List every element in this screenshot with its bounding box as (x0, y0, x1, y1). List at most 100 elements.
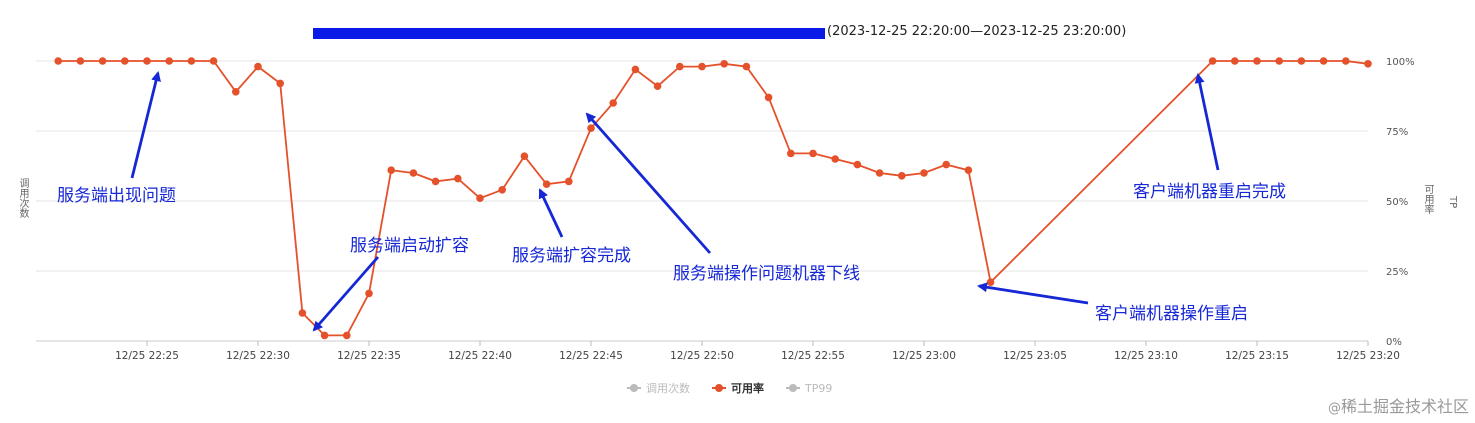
data-point (653, 82, 662, 90)
data-point (831, 155, 839, 163)
legend-marker-icon (786, 384, 800, 392)
watermark-footer: @稀土掘金技术社区 (1328, 393, 1469, 417)
data-point (1297, 57, 1306, 65)
data-point (764, 93, 773, 102)
data-point (1319, 57, 1328, 65)
data-point (587, 124, 595, 132)
annotation-arrows (130, 71, 1220, 332)
legend: 调用次数 可用率 TP99 (627, 380, 832, 396)
data-point (986, 278, 995, 287)
data-point (898, 172, 906, 180)
data-point (542, 180, 551, 188)
legend-label: TP99 (805, 381, 833, 395)
data-point (165, 57, 173, 65)
data-point (454, 174, 462, 183)
data-point (54, 57, 62, 65)
data-point (1364, 60, 1372, 68)
y-tick-label: 100% (1386, 57, 1415, 68)
data-point (875, 169, 884, 177)
chart-title-range: (2023-12-25 22:20:00—2023-12-25 23:20:00… (827, 24, 1127, 39)
data-point (76, 57, 85, 65)
x-tick-label: 12/25 22:45 (559, 350, 623, 362)
data-point (609, 99, 617, 107)
data-point (809, 149, 817, 158)
y-tick-label: 25% (1386, 267, 1408, 278)
legend-marker-icon (627, 384, 641, 392)
x-tick-label: 12/25 23:15 (1225, 350, 1289, 362)
x-tick-label: 12/25 23:20 (1336, 350, 1400, 362)
data-point (276, 79, 285, 88)
footer-at: @ (1327, 401, 1341, 416)
data-point (298, 309, 307, 317)
data-point (1275, 57, 1283, 65)
legend-label: 调用次数 (646, 382, 690, 395)
x-tick-label: 12/25 22:50 (670, 350, 734, 362)
annotation-arrow (130, 71, 161, 179)
annotation-server-scale-start: 服务端启动扩容 (350, 236, 469, 256)
data-point (1342, 57, 1350, 65)
data-point (520, 152, 529, 160)
data-point (631, 65, 640, 74)
x-tick-label: 12/25 23:00 (892, 350, 956, 362)
data-point (853, 160, 862, 169)
legend-item-tp99[interactable]: TP99 (786, 380, 832, 396)
data-point (920, 169, 928, 177)
data-point (431, 177, 440, 186)
data-point (365, 289, 373, 298)
data-point (232, 88, 240, 96)
y-axis-right: 0% 25% 50% 75% 100% (1386, 57, 1415, 348)
annotation-arrow (538, 188, 564, 238)
data-point (1208, 57, 1217, 65)
annotation-arrow (585, 112, 712, 254)
annotation-arrow (1194, 73, 1220, 171)
data-point (187, 57, 196, 65)
data-point (698, 62, 706, 71)
legend-marker-icon (712, 384, 726, 392)
data-point (143, 57, 151, 65)
annotation-arrow (312, 256, 380, 332)
legend-item-availability[interactable]: 可用率 (712, 380, 764, 396)
data-point (343, 331, 351, 340)
y-right-axis-label-tp: TP (1447, 196, 1458, 209)
annotation-server-issue: 服务端出现问题 (57, 186, 176, 206)
x-tick-label: 12/25 23:10 (1114, 350, 1178, 362)
x-tick-label: 12/25 22:30 (226, 350, 290, 362)
redacted-title (313, 28, 825, 39)
availability-series (54, 57, 1372, 340)
x-tick-label: 12/25 22:25 (115, 350, 179, 362)
y-tick-label: 75% (1386, 127, 1408, 138)
data-point (787, 149, 795, 158)
data-point (964, 166, 973, 174)
data-point (121, 57, 129, 65)
annotation-client-restart-done: 客户端机器重启完成 (1133, 182, 1286, 202)
footer-text: 稀土掘金技术社区 (1340, 397, 1469, 416)
data-point (320, 331, 329, 340)
x-tick-label: 12/25 22:40 (448, 350, 512, 362)
data-point (476, 194, 484, 202)
data-point (387, 166, 396, 174)
legend-label: 可用率 (731, 382, 764, 395)
annotation-arrow (977, 282, 1089, 305)
data-point (676, 62, 684, 71)
data-point (942, 160, 950, 169)
annotation-server-scale-done: 服务端扩容完成 (512, 246, 631, 266)
data-point (98, 57, 107, 65)
x-axis: 12/25 22:25 12/25 22:30 12/25 22:35 12/25 2… (115, 341, 1400, 362)
y-left-axis-label: 调用次数 (17, 178, 28, 218)
data-point (742, 62, 751, 71)
data-point (409, 169, 418, 177)
y-right-axis-label: 可用率 (1422, 184, 1433, 214)
data-point (720, 60, 728, 68)
legend-item-calls[interactable]: 调用次数 (627, 380, 690, 396)
data-point (254, 62, 262, 71)
data-point (209, 57, 218, 65)
data-point (565, 177, 573, 186)
x-tick-label: 12/25 23:05 (1003, 350, 1067, 362)
data-point (1253, 57, 1261, 65)
annotation-client-restart: 客户端机器操作重启 (1095, 304, 1248, 324)
y-tick-label: 50% (1386, 197, 1408, 208)
x-tick-label: 12/25 22:35 (337, 350, 401, 362)
data-point (498, 186, 507, 194)
y-tick-label: 0% (1386, 337, 1402, 348)
